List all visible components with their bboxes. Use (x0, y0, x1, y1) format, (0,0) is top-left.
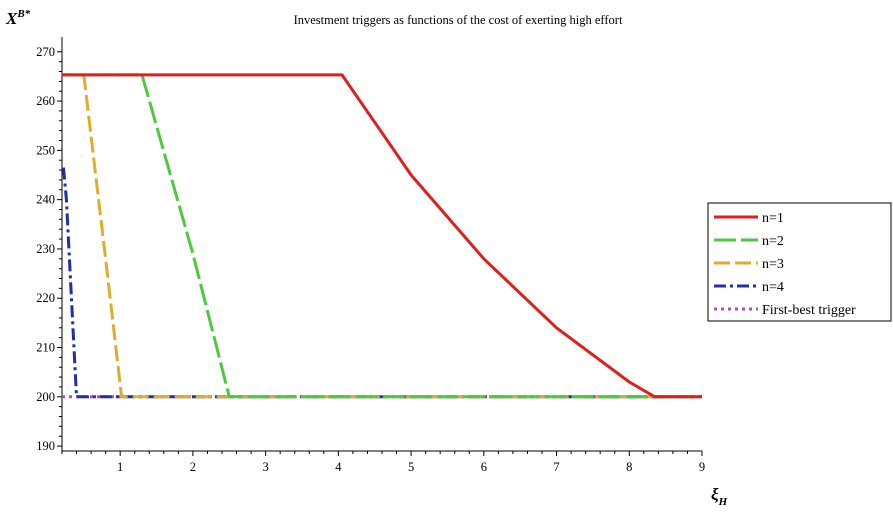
series-line-n-3 (62, 73, 702, 399)
legend-label: First-best trigger (762, 303, 856, 318)
x-tick-label: 5 (408, 460, 414, 474)
y-tick-label: 200 (36, 390, 55, 404)
chart-title: Investment triggers as functions of the … (294, 13, 623, 27)
legend-label: n=2 (762, 234, 784, 249)
y-tick-label: 230 (36, 242, 55, 256)
x-tick-label: 3 (263, 460, 269, 474)
x-tick-label: 6 (481, 460, 487, 474)
y-tick-label: 260 (36, 94, 55, 108)
x-tick-label: 4 (335, 460, 342, 474)
x-tick-label: 7 (553, 460, 559, 474)
y-tick-label: 210 (36, 341, 55, 355)
y-tick-label: 220 (36, 291, 55, 305)
y-tick-label: 190 (36, 439, 55, 453)
x-axis-label: ξH (711, 485, 728, 508)
legend-label: n=1 (762, 211, 784, 226)
x-axis-label-subscript: H (718, 496, 728, 508)
series-line-n-1 (62, 73, 702, 399)
x-axis-label-base: ξ (711, 485, 719, 504)
series-line-n-2 (62, 73, 702, 399)
x-tick-label: 9 (699, 460, 705, 474)
series-line-n-4 (62, 167, 702, 399)
series-layer (62, 73, 702, 399)
y-axis-label: XB* (5, 8, 31, 28)
axes: 190 200 210 220 230 240 250 260 270 1 2 3 4 5 6 7 8 9 (36, 37, 705, 474)
x-tick-label: 1 (117, 460, 123, 474)
x-tick-label: 8 (626, 460, 632, 474)
x-tick-label: 2 (190, 460, 196, 474)
y-axis-label-base: X (5, 9, 18, 28)
y-tick-label: 270 (36, 45, 55, 59)
legend-label: n=4 (762, 280, 784, 295)
legend-label: n=3 (762, 257, 784, 272)
y-axis-label-superscript: B* (16, 8, 30, 20)
legend: n=1 n=2 n=3 n=4 First-best trigger (707, 202, 892, 322)
y-tick-label: 240 (36, 193, 55, 207)
y-tick-label: 250 (36, 143, 55, 157)
